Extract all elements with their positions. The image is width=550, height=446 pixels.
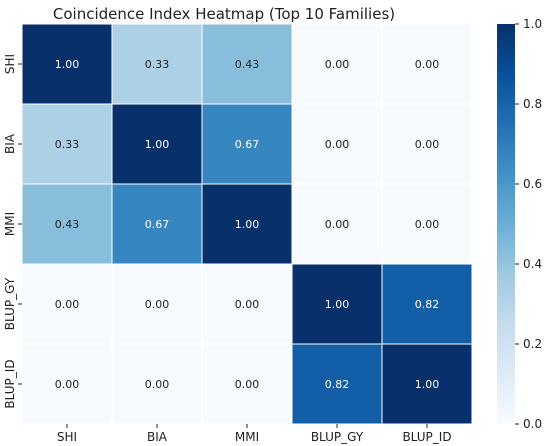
colorbar-tick-label: 0.6 [523,177,542,191]
heatmap-cell [201,103,293,185]
colorbar-tick-label: 0.8 [523,97,542,111]
cell-value-label: 0.00 [55,378,80,391]
cell-value-label: 1.00 [145,138,170,151]
cell-value-label: 0.43 [235,58,260,71]
cell-value-label: 0.00 [415,138,440,151]
heatmap-cell [21,343,113,425]
heatmap-cell [21,103,113,185]
y-axis: SHI BIA MMI BLUP_GY BLUP_ID [3,54,22,409]
cell-value-label: 0.00 [55,298,80,311]
heatmap-cell [201,343,293,425]
y-tick-label: BLUP_GY [3,277,17,330]
heatmap-cell [111,23,203,105]
heatmap-cell [201,263,293,345]
cell-value-label: 0.00 [145,378,170,391]
cell-value-label: 0.33 [145,58,170,71]
heatmap-cell [381,103,473,185]
heatmap-cell [291,183,383,265]
heatmap-cell [111,263,203,345]
heatmap-cells: 1.00 0.33 0.43 0.00 0.00 0.33 1.00 0.67 0.00 0.00… [21,23,473,425]
y-tick-label: BIA [3,133,17,154]
heatmap-cell [111,343,203,425]
chart-title: Coincidence Index Heatmap (Top 10 Famili… [53,5,395,23]
y-tick-label: SHI [3,54,17,74]
cell-value-label: 0.67 [145,218,170,231]
heatmap-cell [381,23,473,105]
colorbar: 0.0 0.2 0.4 0.6 0.8 1.0 [497,17,542,431]
colorbar-tick-label: 1.0 [523,17,542,31]
heatmap-cell [381,263,473,345]
heatmap-cell [381,183,473,265]
cell-value-label: 0.82 [325,378,350,391]
x-tick-label: MMI [235,430,259,444]
cell-value-label: 1.00 [55,58,80,71]
cell-value-label: 0.67 [235,138,260,151]
cell-value-label: 1.00 [235,218,260,231]
cell-value-label: 1.00 [415,378,440,391]
cell-value-label: 0.00 [325,138,350,151]
cell-value-label: 0.00 [325,58,350,71]
heatmap-cell [381,343,473,425]
colorbar-tick-label: 0.4 [523,257,542,271]
heatmap-cell [111,183,203,265]
heatmap-cell [21,23,113,105]
x-tick-label: BIA [147,430,168,444]
cell-value-label: 0.82 [415,298,440,311]
x-tick-label: SHI [57,430,77,444]
x-axis: SHI BIA MMI BLUP_GY BLUP_ID [57,424,452,444]
cell-value-label: 0.00 [235,378,260,391]
cell-value-label: 0.33 [55,138,80,151]
cell-value-label: 0.00 [145,298,170,311]
x-tick-label: BLUP_ID [402,430,451,444]
heatmap-cell [201,23,293,105]
colorbar-tick-label: 0.2 [523,337,542,351]
colorbar-tick-label: 0.0 [523,417,542,431]
cell-value-label: 0.00 [325,218,350,231]
x-tick-label: BLUP_GY [311,430,364,444]
heatmap-cell [201,183,293,265]
y-tick-label: BLUP_ID [3,359,17,408]
heatmap-cell [291,23,383,105]
cell-value-label: 1.00 [325,298,350,311]
cell-value-label: 0.43 [55,218,80,231]
colorbar-gradient [497,24,515,424]
y-tick-label: MMI [3,212,17,236]
cell-value-label: 0.00 [415,58,440,71]
cell-value-label: 0.00 [415,218,440,231]
cell-value-label: 0.00 [235,298,260,311]
heatmap-cell [291,263,383,345]
